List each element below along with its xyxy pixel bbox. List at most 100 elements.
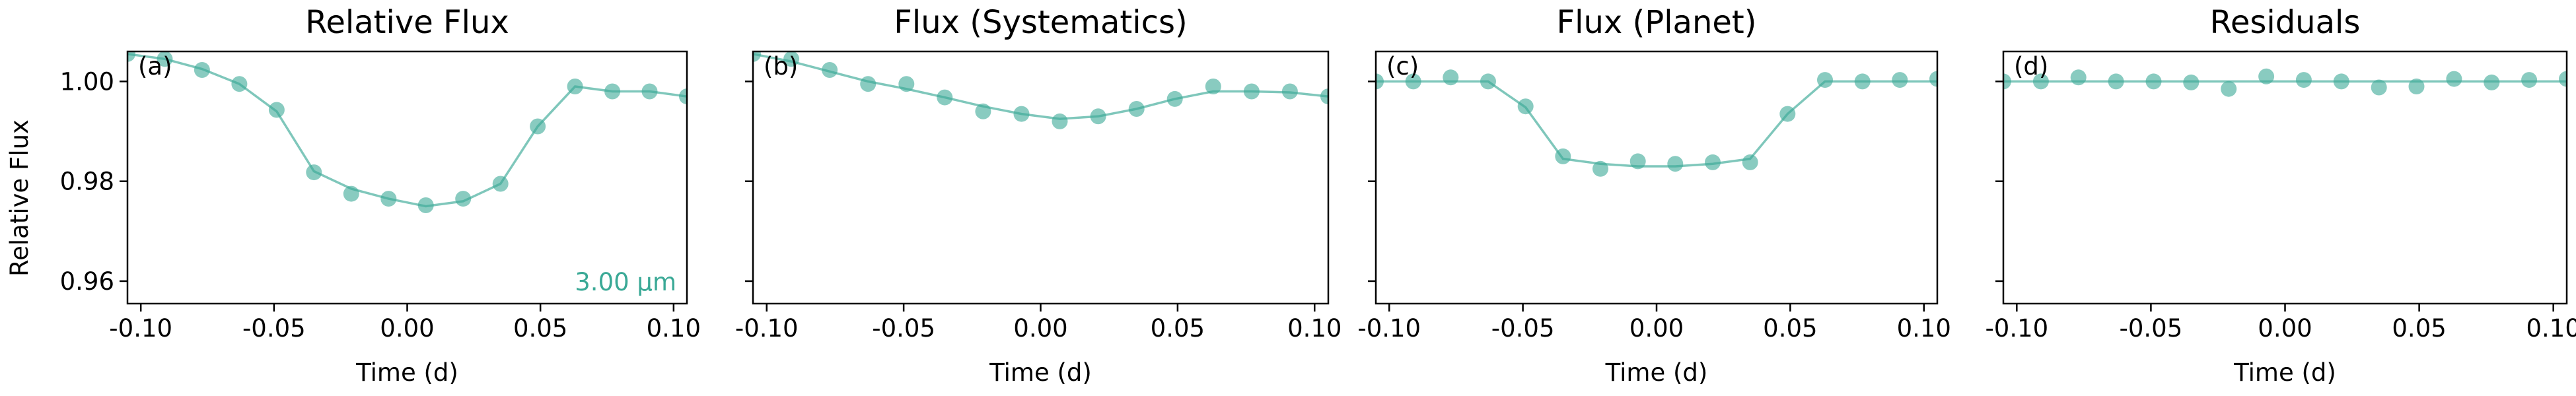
data-point: [1517, 98, 1534, 115]
x-axis-label: Time (d): [355, 358, 458, 387]
data-point: [455, 191, 472, 207]
panel-letter: (c): [1386, 52, 1419, 81]
data-point: [380, 191, 397, 207]
data-point: [306, 164, 322, 181]
y-axis-label: Relative Flux: [5, 119, 34, 277]
data-point: [641, 83, 658, 100]
plot-frame: [752, 50, 1330, 305]
x-tick-label: 0.10: [1897, 314, 1951, 343]
x-tick-label: -0.10: [1357, 314, 1421, 343]
data-point: [975, 103, 991, 119]
panels: -0.10 -0.05 0.00 0.05 0.10 0.96 0.98 1.00 Relati…: [60, 4, 2576, 387]
x-tick-label: 0.05: [513, 314, 567, 343]
x-tick-label: -0.05: [242, 314, 306, 343]
data-point: [1443, 69, 1459, 86]
data-point: [2521, 72, 2538, 88]
x-tick-label: -0.05: [1491, 314, 1555, 343]
data-point: [1555, 148, 1571, 164]
data-point: [2333, 73, 2349, 90]
y-tick-label: 0.96: [60, 267, 114, 296]
x-tick-label: 0.10: [1287, 314, 1342, 343]
data-point: [343, 185, 359, 202]
data-point: [1705, 154, 1721, 170]
data-point: [2408, 79, 2425, 94]
x-tick-label: 0.00: [2258, 314, 2312, 343]
data-point: [1779, 106, 1796, 122]
data-point: [1320, 88, 1328, 105]
data-point: [2371, 79, 2387, 96]
x-tick-label: -0.10: [1985, 314, 2048, 343]
y-tick-label: 1.00: [60, 67, 114, 96]
data-point: [2003, 73, 2011, 90]
data-point: [1205, 79, 1221, 94]
data-point: [783, 51, 800, 67]
data-point: [1854, 73, 1871, 90]
x-tick-label: -0.05: [2120, 314, 2183, 343]
data-point: [127, 51, 135, 62]
x-tick-label: 0.10: [647, 314, 701, 343]
data-point: [1376, 73, 1384, 90]
plot-frame: [2002, 50, 2568, 305]
x-axis-label: Time (d): [1605, 358, 1708, 387]
x-tick-label: 0.10: [2526, 314, 2576, 343]
panel-title: Relative Flux: [305, 4, 509, 41]
model-line: [127, 53, 687, 208]
x-tick-label: 0.00: [380, 314, 434, 343]
wavelength-label: 3.00 µm: [575, 268, 676, 296]
data-point: [2559, 71, 2567, 87]
data-point: [1052, 113, 1068, 129]
panel-2: -0.10 -0.05 0.00 0.05 0.10 Flux (Systematics)…: [735, 4, 1342, 387]
panel-4: -0.10 -0.05 0.00 0.05 0.10 Residuals Time (d) (…: [1985, 4, 2576, 387]
x-tick-label: -0.05: [872, 314, 935, 343]
data-point: [1929, 71, 1937, 87]
data-point: [1405, 73, 1421, 90]
data-point: [1243, 83, 1260, 100]
data-point: [1629, 153, 1646, 170]
panel-1: -0.10 -0.05 0.00 0.05 0.10 0.96 0.98 1.00 Relati…: [60, 4, 701, 387]
data-point: [2258, 68, 2275, 84]
data-point: [530, 118, 546, 135]
data-point: [2183, 74, 2200, 90]
data-point: [679, 88, 687, 105]
data-point: [2032, 73, 2049, 90]
panel-title: Residuals: [2210, 4, 2361, 41]
plot-area: [753, 51, 1328, 129]
panel-letter: (d): [2014, 52, 2048, 81]
data-point: [1592, 160, 1608, 177]
data-point: [567, 79, 583, 94]
plot-area: [127, 51, 687, 213]
data-point: [1013, 106, 1030, 122]
panel-3: -0.10 -0.05 0.00 0.05 0.10 Flux (Planet) Time …: [1357, 4, 1951, 387]
plot-frame: [1375, 50, 1939, 305]
data-point: [2446, 71, 2462, 87]
data-point: [2070, 69, 2087, 86]
panel-title: Flux (Planet): [1557, 4, 1757, 41]
data-point: [492, 176, 509, 192]
data-point: [1667, 156, 1684, 172]
data-point: [898, 76, 915, 92]
data-point: [1742, 154, 1758, 170]
x-tick-label: 0.00: [1013, 314, 1067, 343]
data-point: [604, 83, 621, 100]
data-point: [268, 102, 285, 118]
data-point: [1480, 73, 1496, 90]
data-point: [753, 51, 761, 62]
data-point: [2295, 72, 2312, 88]
x-tick-label: 0.05: [1763, 314, 1817, 343]
data-point: [1281, 83, 1298, 100]
plot-area: [2003, 68, 2567, 97]
y-tick-label: 0.98: [60, 168, 114, 196]
data-point: [417, 197, 434, 213]
model-line: [1376, 80, 1937, 168]
data-point: [822, 62, 838, 78]
data-point: [194, 62, 210, 78]
x-tick-label: 0.00: [1629, 314, 1684, 343]
x-axis-label: Time (d): [2233, 358, 2336, 387]
panel-letter: (b): [764, 52, 798, 81]
x-tick-label: 0.05: [2392, 314, 2446, 343]
data-point: [937, 89, 953, 106]
x-tick-label: -0.10: [735, 314, 799, 343]
panel-letter: (a): [138, 52, 172, 81]
data-point: [2221, 81, 2237, 97]
